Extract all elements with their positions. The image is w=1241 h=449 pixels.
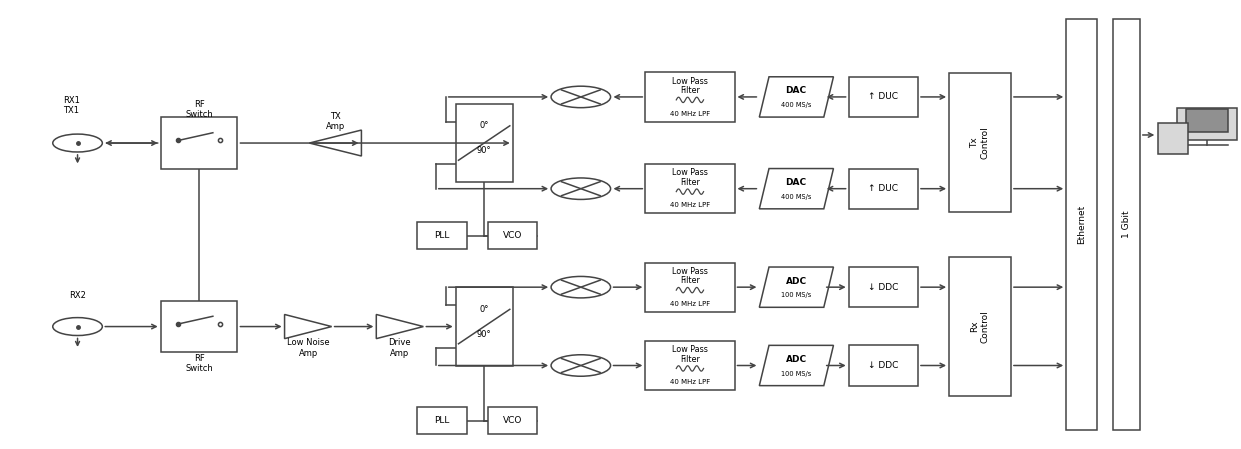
Text: Low Noise
Amp: Low Noise Amp — [287, 339, 329, 358]
Text: Tx
Control: Tx Control — [970, 127, 989, 159]
FancyBboxPatch shape — [849, 77, 918, 117]
Polygon shape — [759, 77, 834, 117]
Circle shape — [551, 86, 611, 108]
Text: Low Pass: Low Pass — [671, 168, 707, 177]
Polygon shape — [759, 267, 834, 307]
Circle shape — [53, 134, 102, 152]
Text: RX2: RX2 — [69, 291, 86, 299]
Text: PLL: PLL — [434, 231, 449, 240]
FancyBboxPatch shape — [455, 104, 513, 182]
FancyBboxPatch shape — [949, 74, 1011, 212]
FancyBboxPatch shape — [849, 168, 918, 209]
FancyBboxPatch shape — [488, 222, 537, 249]
Text: 90°: 90° — [477, 330, 491, 339]
FancyBboxPatch shape — [849, 345, 918, 386]
Circle shape — [551, 178, 611, 199]
Circle shape — [551, 355, 611, 376]
Text: DAC: DAC — [786, 86, 807, 95]
Text: 100 MS/s: 100 MS/s — [781, 370, 812, 377]
FancyBboxPatch shape — [645, 263, 735, 312]
Text: Filter: Filter — [680, 86, 700, 95]
Text: VCO: VCO — [503, 416, 522, 425]
FancyBboxPatch shape — [160, 301, 237, 352]
FancyBboxPatch shape — [645, 72, 735, 122]
Polygon shape — [759, 168, 834, 209]
FancyBboxPatch shape — [849, 267, 918, 307]
Text: RX1
TX1: RX1 TX1 — [63, 96, 79, 115]
Text: Low Pass: Low Pass — [671, 77, 707, 86]
Text: ↑ DUC: ↑ DUC — [869, 92, 898, 101]
Text: RF
Switch: RF Switch — [185, 100, 213, 119]
Text: 0°: 0° — [479, 121, 489, 130]
Text: ADC: ADC — [786, 355, 807, 364]
Text: 400 MS/s: 400 MS/s — [781, 194, 812, 200]
FancyBboxPatch shape — [417, 222, 467, 249]
Text: ADC: ADC — [786, 277, 807, 286]
FancyBboxPatch shape — [417, 407, 467, 434]
Text: 1 Gbit: 1 Gbit — [1122, 211, 1131, 238]
FancyBboxPatch shape — [645, 164, 735, 213]
Text: ↓ DDC: ↓ DDC — [869, 361, 898, 370]
Text: Filter: Filter — [680, 355, 700, 364]
Text: 90°: 90° — [477, 146, 491, 155]
Polygon shape — [376, 314, 423, 339]
Polygon shape — [309, 130, 361, 156]
FancyBboxPatch shape — [455, 287, 513, 366]
Text: VCO: VCO — [503, 231, 522, 240]
FancyBboxPatch shape — [1176, 108, 1236, 140]
Circle shape — [53, 317, 102, 335]
Text: Ethernet: Ethernet — [1077, 205, 1086, 244]
Polygon shape — [284, 314, 331, 339]
Text: ↓ DDC: ↓ DDC — [869, 283, 898, 292]
FancyBboxPatch shape — [1066, 18, 1097, 431]
Text: 100 MS/s: 100 MS/s — [781, 292, 812, 298]
Text: Low Pass: Low Pass — [671, 267, 707, 276]
Text: DAC: DAC — [786, 178, 807, 187]
Text: TX
Amp: TX Amp — [326, 112, 345, 131]
Text: 40 MHz LPF: 40 MHz LPF — [670, 110, 710, 117]
FancyBboxPatch shape — [1185, 110, 1227, 132]
FancyBboxPatch shape — [488, 407, 537, 434]
FancyBboxPatch shape — [1113, 18, 1140, 431]
Text: Low Pass: Low Pass — [671, 345, 707, 354]
Text: Filter: Filter — [680, 276, 700, 285]
Text: RF
Switch: RF Switch — [185, 354, 213, 373]
Text: Filter: Filter — [680, 178, 700, 187]
Text: 40 MHz LPF: 40 MHz LPF — [670, 379, 710, 385]
Text: ↑ DUC: ↑ DUC — [869, 184, 898, 193]
Text: Rx
Control: Rx Control — [970, 310, 989, 343]
FancyBboxPatch shape — [1159, 123, 1188, 154]
Text: 400 MS/s: 400 MS/s — [781, 102, 812, 108]
Text: 40 MHz LPF: 40 MHz LPF — [670, 202, 710, 208]
Circle shape — [551, 277, 611, 298]
FancyBboxPatch shape — [949, 257, 1011, 396]
FancyBboxPatch shape — [160, 117, 237, 169]
Text: 40 MHz LPF: 40 MHz LPF — [670, 301, 710, 307]
FancyBboxPatch shape — [645, 341, 735, 390]
Text: 0°: 0° — [479, 305, 489, 314]
Text: Drive
Amp: Drive Amp — [388, 339, 411, 358]
Text: PLL: PLL — [434, 416, 449, 425]
Polygon shape — [759, 345, 834, 386]
